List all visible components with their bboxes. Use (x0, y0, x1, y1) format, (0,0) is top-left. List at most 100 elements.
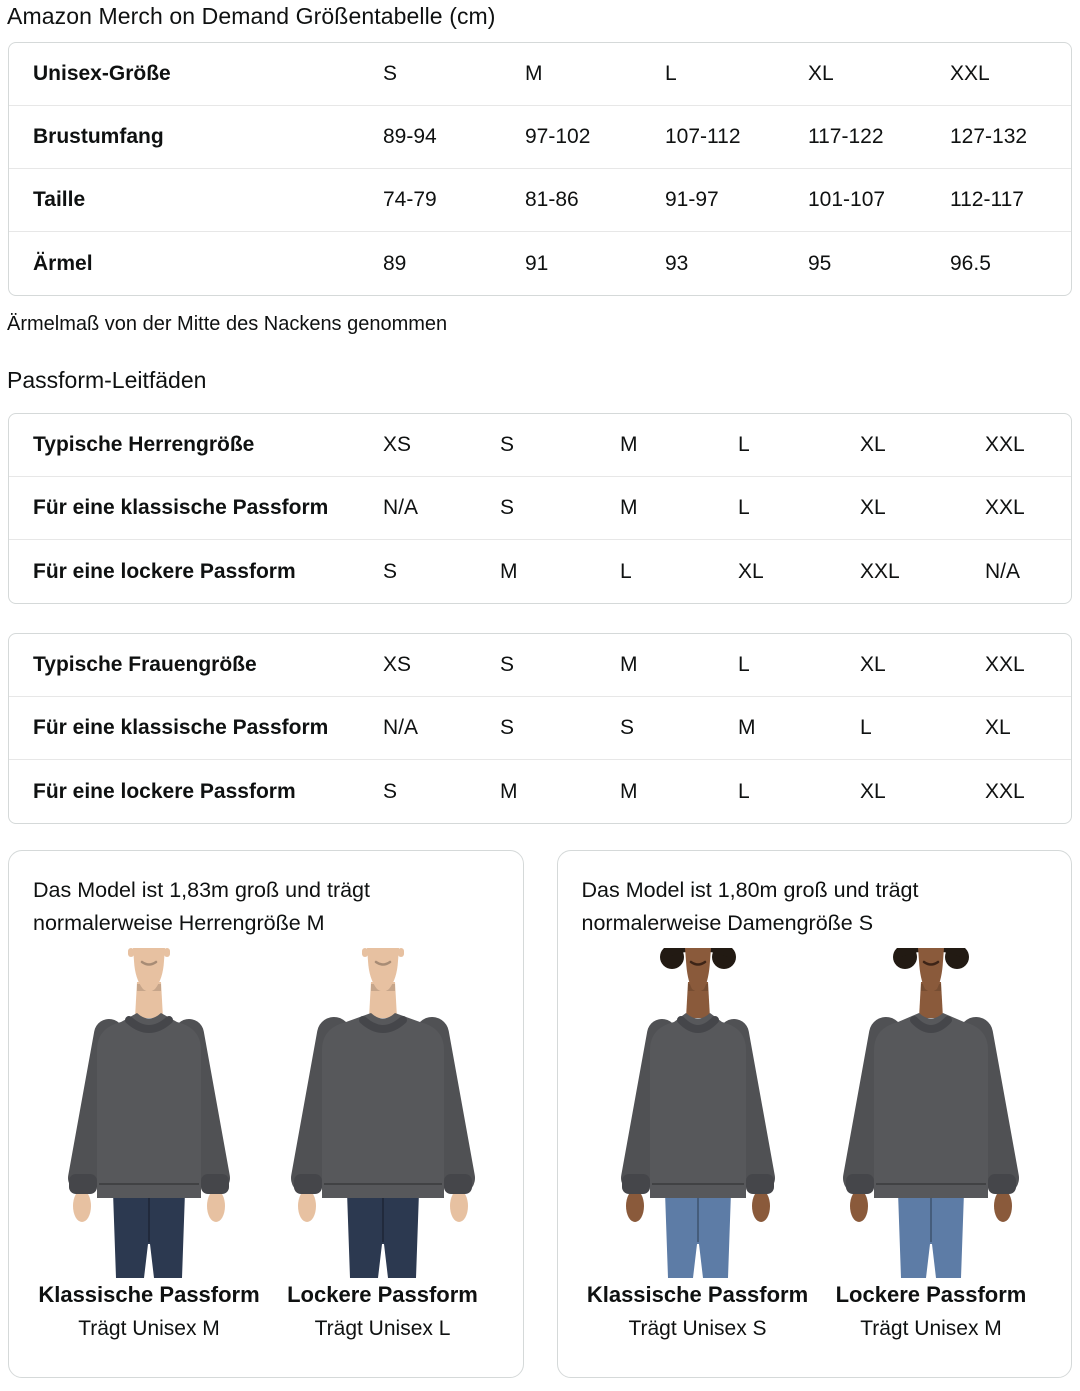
cell-value: L (665, 62, 677, 85)
cell-value: 101-107 (808, 188, 886, 211)
cell-value: 112-117 (950, 188, 1024, 211)
cell-value: 96.5 (950, 251, 991, 275)
cell-value: XXL (860, 559, 900, 583)
cell-value: N/A (383, 716, 419, 739)
cell-value: 107-112 (665, 125, 741, 148)
model-photo (598, 948, 798, 1278)
cell-value: S (500, 653, 515, 676)
cell-value: 93 (665, 251, 689, 275)
model-photo (283, 948, 483, 1278)
cell-value: 91-97 (665, 188, 719, 211)
row-label: Brustumfang (33, 125, 164, 148)
cell-value: XXL (950, 62, 990, 85)
size-table: Unisex-Größe S M L XL XXL Brustumfang 89-94 97-1… (8, 42, 1072, 296)
cell-value: 127-132 (950, 125, 1028, 148)
figure-loose-fit: Lockere Passform Trägt Unisex M (817, 948, 1045, 1341)
cell-value: XL (860, 433, 886, 456)
fit-guides-heading: Passform-Leitfäden (7, 367, 207, 393)
cell-value: N/A (985, 559, 1021, 583)
cell-value: 74-79 (383, 188, 437, 211)
cell-value: M (500, 779, 518, 803)
cell-value: 89-94 (383, 125, 437, 148)
cell-value: XS (383, 653, 412, 676)
model-photo (49, 948, 249, 1278)
model-card-women: Das Model ist 1,80m groß und trägt norma… (556, 850, 1072, 1378)
cell-value: XL (860, 653, 886, 676)
row-label: Für eine lockere Passform (33, 779, 296, 803)
table-row: Für eine klassische Passform N/A S M L XL XXL (9, 477, 1071, 540)
cell-value: XXL (985, 433, 1025, 456)
cell-value: 117-122 (808, 125, 884, 148)
cell-value: M (738, 716, 756, 739)
row-label: Taille (33, 188, 86, 211)
row-label: Unisex-Größe (33, 62, 171, 85)
fit-label: Lockere Passform (835, 1282, 1027, 1307)
cell-value: 91 (525, 251, 549, 275)
model-figures: Klassische Passform Trägt Unisex S Locke… (582, 948, 1048, 1341)
table-row: Ärmel 89 91 93 95 96.5 (9, 232, 1071, 295)
cell-value: M (525, 62, 543, 85)
cell-value: XS (383, 433, 412, 456)
model-description: Das Model ist 1,80m groß und trägt norma… (581, 878, 919, 935)
row-label: Für eine klassische Passform (33, 496, 329, 519)
cell-value: XL (985, 716, 1011, 739)
cell-value: L (738, 779, 750, 803)
cell-value: L (620, 559, 632, 583)
table-row: Typische Herrengröße XS S M L XL XXL (9, 414, 1071, 477)
cell-value: XL (860, 779, 886, 803)
row-label: Ärmel (33, 251, 93, 275)
fit-label: Klassische Passform (38, 1282, 260, 1307)
cell-value: S (500, 716, 515, 739)
cell-value: L (738, 653, 750, 676)
womens-fit-table: Typische Frauengröße XS S M L XL XXL Für eine k… (8, 633, 1072, 824)
table-row: Für eine lockere Passform S M L XL XXL N/A (9, 540, 1071, 603)
table-row: Brustumfang 89-94 97-102 107-112 117-122 127-… (9, 106, 1071, 169)
table-row: Taille 74-79 81-86 91-97 101-107 112-117 (9, 169, 1071, 232)
cell-value: S (500, 496, 515, 519)
cell-value: M (620, 779, 638, 803)
model-card-men: Das Model ist 1,83m groß und trägt norma… (8, 850, 524, 1378)
row-label: Für eine lockere Passform (33, 559, 296, 583)
table-row: Für eine lockere Passform S M M L XL XXL (9, 760, 1071, 823)
cell-value: M (620, 496, 638, 519)
figure-loose-fit: Lockere Passform Trägt Unisex L (269, 948, 497, 1341)
model-photo (831, 948, 1031, 1278)
cell-value: 97-102 (525, 125, 591, 148)
cell-value: S (383, 779, 398, 803)
cell-value: XL (808, 62, 834, 85)
table-row: Typische Frauengröße XS S M L XL XXL (9, 634, 1071, 697)
cell-value: S (620, 716, 635, 739)
cell-value: XXL (985, 496, 1025, 519)
size-label: Trägt Unisex M (860, 1317, 1002, 1340)
cell-value: XXL (985, 653, 1025, 676)
cell-value: XL (860, 496, 886, 519)
cell-value: XL (738, 559, 764, 583)
fit-label: Lockere Passform (287, 1282, 478, 1307)
sleeve-measure-note: Ärmelmaß von der Mitte des Nackens genom… (7, 313, 448, 335)
cell-value: 89 (383, 251, 407, 275)
table-row: Für eine klassische Passform N/A S S M L XL (9, 697, 1071, 760)
size-label: Trägt Unisex S (628, 1317, 767, 1340)
model-cards: Das Model ist 1,83m groß und trägt norma… (8, 850, 1072, 1378)
cell-value: M (620, 653, 638, 676)
cell-value: M (620, 433, 638, 456)
figure-classic-fit: Klassische Passform Trägt Unisex M (35, 948, 263, 1341)
cell-value: L (738, 433, 750, 456)
figure-classic-fit: Klassische Passform Trägt Unisex S (584, 948, 812, 1341)
model-figures: Klassische Passform Trägt Unisex M Locke… (33, 948, 499, 1341)
model-description: Das Model ist 1,83m groß und trägt norma… (33, 878, 370, 935)
cell-value: N/A (383, 496, 419, 519)
cell-value: M (500, 559, 518, 583)
mens-fit-table: Typische Herrengröße XS S M L XL XXL Für eine k… (8, 413, 1072, 604)
row-label: Typische Frauengröße (33, 653, 257, 676)
cell-value: 81-86 (525, 188, 579, 211)
cell-value: S (383, 62, 398, 85)
size-label: Trägt Unisex M (78, 1317, 220, 1340)
table-row: Unisex-Größe S M L XL XXL (9, 43, 1071, 106)
row-label: Für eine klassische Passform (33, 716, 329, 739)
cell-value: 95 (808, 251, 832, 275)
cell-value: L (860, 716, 872, 739)
cell-value: XXL (985, 779, 1025, 803)
cell-value: S (383, 559, 398, 583)
size-label: Trägt Unisex L (314, 1317, 451, 1340)
